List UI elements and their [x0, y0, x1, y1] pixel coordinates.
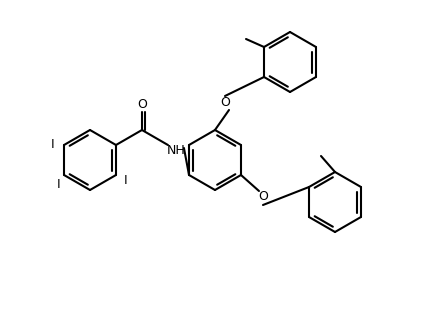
Text: O: O [258, 191, 268, 203]
Text: I: I [124, 173, 128, 187]
Text: I: I [51, 139, 55, 152]
Text: I: I [57, 178, 61, 192]
Text: NH: NH [167, 144, 185, 157]
Text: O: O [220, 96, 230, 110]
Text: O: O [137, 99, 147, 111]
